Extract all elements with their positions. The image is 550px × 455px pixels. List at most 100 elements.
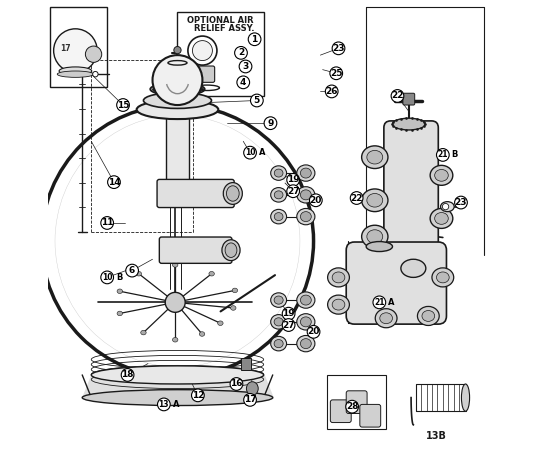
Circle shape (373, 296, 386, 308)
Text: 10: 10 (102, 273, 112, 282)
Text: 23: 23 (332, 44, 345, 53)
Circle shape (282, 318, 295, 331)
Ellipse shape (136, 100, 218, 119)
Ellipse shape (232, 288, 238, 293)
Text: 21: 21 (438, 151, 448, 159)
Ellipse shape (117, 289, 123, 293)
Text: RELIEF ASSY.: RELIEF ASSY. (194, 24, 255, 33)
Ellipse shape (91, 366, 263, 384)
Bar (178, 12, 263, 96)
Ellipse shape (328, 295, 349, 314)
Ellipse shape (274, 212, 283, 221)
FancyBboxPatch shape (193, 66, 214, 82)
Circle shape (391, 90, 404, 102)
Ellipse shape (367, 151, 383, 164)
Ellipse shape (297, 208, 315, 225)
Text: 15: 15 (117, 101, 129, 110)
FancyBboxPatch shape (346, 391, 367, 414)
Ellipse shape (271, 187, 287, 202)
Circle shape (437, 149, 449, 161)
Ellipse shape (401, 259, 426, 278)
Ellipse shape (380, 313, 393, 324)
Ellipse shape (367, 230, 383, 243)
Ellipse shape (332, 299, 345, 310)
Circle shape (287, 185, 300, 197)
Ellipse shape (227, 186, 239, 201)
Ellipse shape (434, 212, 448, 224)
Text: 28: 28 (346, 402, 359, 411)
Ellipse shape (141, 330, 146, 335)
Ellipse shape (271, 209, 287, 224)
Ellipse shape (199, 332, 205, 336)
Ellipse shape (297, 335, 315, 352)
Text: 18: 18 (122, 370, 134, 379)
Text: 17: 17 (59, 44, 70, 53)
FancyBboxPatch shape (384, 121, 438, 275)
Text: A: A (258, 148, 265, 157)
Circle shape (85, 46, 102, 62)
Text: 13: 13 (158, 400, 169, 409)
Ellipse shape (328, 268, 349, 287)
Ellipse shape (300, 190, 311, 200)
Circle shape (108, 176, 120, 188)
Ellipse shape (223, 182, 243, 204)
Text: 27: 27 (282, 320, 295, 329)
Text: 11: 11 (101, 218, 113, 228)
Text: 1: 1 (251, 35, 258, 44)
Ellipse shape (274, 169, 283, 177)
Circle shape (54, 29, 97, 72)
Ellipse shape (271, 336, 287, 351)
Text: 20: 20 (310, 196, 322, 205)
Text: 16: 16 (230, 379, 243, 389)
Circle shape (121, 369, 134, 381)
Ellipse shape (297, 292, 315, 308)
Circle shape (346, 400, 359, 413)
Circle shape (191, 389, 204, 402)
Text: 4: 4 (240, 78, 246, 87)
Circle shape (332, 42, 345, 55)
Circle shape (235, 46, 248, 59)
Circle shape (101, 271, 113, 284)
Ellipse shape (461, 384, 470, 411)
Circle shape (442, 203, 449, 210)
FancyBboxPatch shape (331, 400, 351, 423)
Ellipse shape (117, 311, 123, 316)
Ellipse shape (136, 272, 141, 276)
Circle shape (188, 36, 217, 65)
Text: 22: 22 (391, 91, 404, 101)
Ellipse shape (274, 191, 283, 199)
Text: 9: 9 (267, 119, 274, 128)
Circle shape (326, 85, 338, 98)
Text: 6: 6 (129, 266, 135, 275)
Ellipse shape (430, 208, 453, 228)
FancyBboxPatch shape (346, 242, 447, 324)
Circle shape (152, 55, 202, 105)
Ellipse shape (300, 212, 311, 222)
Text: 22: 22 (350, 193, 363, 202)
Ellipse shape (434, 169, 448, 181)
Text: A: A (388, 298, 394, 307)
Text: 5: 5 (254, 96, 260, 105)
Ellipse shape (190, 70, 196, 78)
Ellipse shape (222, 240, 240, 261)
Circle shape (237, 76, 250, 89)
Ellipse shape (173, 338, 178, 342)
Ellipse shape (271, 314, 287, 329)
Ellipse shape (173, 263, 178, 267)
Text: 13B: 13B (426, 431, 447, 441)
Circle shape (157, 398, 170, 411)
Circle shape (126, 264, 139, 277)
Ellipse shape (367, 193, 383, 207)
Ellipse shape (225, 243, 237, 258)
Circle shape (282, 307, 295, 320)
Text: 19: 19 (287, 175, 299, 184)
Circle shape (117, 99, 129, 111)
Ellipse shape (271, 166, 287, 180)
Ellipse shape (271, 293, 287, 307)
Ellipse shape (332, 272, 345, 283)
Bar (51, 7, 107, 87)
Circle shape (250, 94, 263, 107)
Text: A: A (173, 400, 179, 409)
Text: 23: 23 (455, 198, 468, 207)
Text: 27: 27 (287, 187, 299, 196)
